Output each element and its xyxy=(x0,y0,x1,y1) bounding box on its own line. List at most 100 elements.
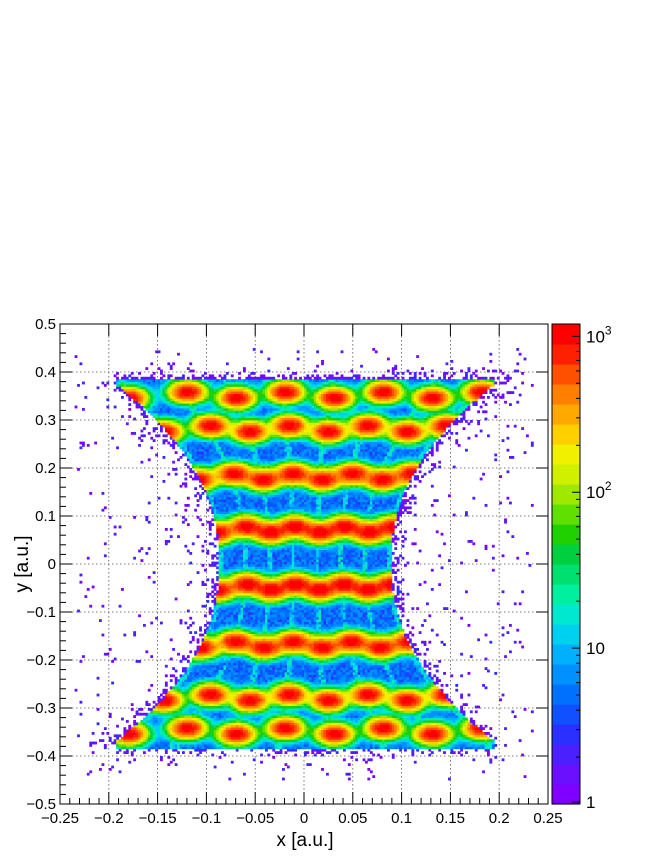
heat-cell xyxy=(362,664,366,668)
heat-cell xyxy=(164,698,168,702)
heat-cell xyxy=(399,679,403,682)
heat-cell xyxy=(365,760,368,764)
heat-cell xyxy=(318,700,322,704)
heat-cell xyxy=(328,676,332,680)
heat-cell xyxy=(306,736,310,740)
heat-cell xyxy=(160,746,163,750)
heat-cell xyxy=(211,734,215,738)
heat-cell xyxy=(384,693,388,697)
heat-cell xyxy=(299,717,302,721)
heat-cell xyxy=(235,696,239,699)
heat-cell xyxy=(79,700,83,704)
heat-cell xyxy=(330,664,334,668)
heat-cell xyxy=(328,657,332,661)
heat-cell xyxy=(250,748,254,752)
heat-cell xyxy=(213,732,217,735)
heat-cell xyxy=(372,722,376,726)
heat-cell xyxy=(277,664,281,668)
heat-cell xyxy=(162,729,166,733)
heat-cell xyxy=(343,720,346,723)
heat-cell xyxy=(362,700,366,704)
heat-cell xyxy=(443,736,446,740)
heat-cell xyxy=(428,691,432,694)
heat-cell xyxy=(430,710,434,714)
heat-cell xyxy=(301,720,305,723)
heat-cell xyxy=(365,746,368,750)
heat-cell xyxy=(262,741,266,745)
heat-cell xyxy=(328,681,332,685)
heat-cell xyxy=(174,734,178,738)
heat-cell xyxy=(291,672,295,675)
heat-cell xyxy=(352,686,356,690)
heat-cell xyxy=(406,698,410,702)
heat-cell xyxy=(394,724,398,728)
heat-cell xyxy=(345,669,349,673)
heat-cell xyxy=(282,741,285,745)
heat-cell xyxy=(460,724,464,728)
heat-cell xyxy=(316,662,320,666)
heat-cell xyxy=(125,736,129,740)
heat-cell xyxy=(418,703,422,706)
heat-cell xyxy=(164,700,168,704)
heat-cell xyxy=(362,736,366,740)
heat-cell xyxy=(262,710,266,714)
heat-cell xyxy=(343,660,346,663)
heat-cell xyxy=(299,734,302,738)
heat-cell xyxy=(394,684,398,687)
heat-cell xyxy=(186,700,190,704)
heat-cell xyxy=(394,734,398,738)
heat-cell xyxy=(191,732,195,735)
heat-cell xyxy=(391,696,395,699)
heat-cell xyxy=(491,741,495,745)
heat-cell xyxy=(435,729,439,733)
heat-cell xyxy=(323,674,327,678)
heat-cell xyxy=(428,741,432,745)
heat-cell xyxy=(411,662,415,666)
heat-cell xyxy=(326,744,329,747)
heat-cell xyxy=(328,669,332,673)
heat-cell xyxy=(179,679,183,682)
heat-cell xyxy=(272,698,276,702)
heat-cell xyxy=(233,676,237,680)
heat-cell xyxy=(435,727,439,730)
heat-cell xyxy=(313,729,317,733)
heat-cell xyxy=(455,684,459,687)
heat-cell xyxy=(274,715,278,718)
heat-cell xyxy=(252,674,256,678)
heat-cell xyxy=(345,660,349,663)
heat-cell xyxy=(335,744,339,747)
heat-cell xyxy=(428,700,432,704)
heat-cell xyxy=(182,705,185,709)
heat-cell xyxy=(230,712,234,716)
heat-cell xyxy=(404,744,407,747)
heat-cell xyxy=(421,684,424,687)
heat-cell xyxy=(274,732,278,735)
heat-cell xyxy=(384,674,388,678)
heat-cell xyxy=(204,720,207,723)
heat-cell xyxy=(401,710,405,714)
heat-cell xyxy=(238,736,241,740)
heat-cell xyxy=(167,705,171,709)
heat-cell xyxy=(208,667,212,670)
heat-cell xyxy=(225,698,229,702)
heat-cell xyxy=(289,744,293,747)
heat-cell xyxy=(179,674,183,678)
heat-cell xyxy=(352,729,356,733)
heat-cell xyxy=(323,662,327,666)
heat-cell xyxy=(452,717,456,721)
heat-cell xyxy=(448,717,451,721)
heat-cell xyxy=(299,705,302,709)
heat-cell xyxy=(311,667,315,670)
heat-cell xyxy=(469,734,473,738)
heat-cell xyxy=(382,664,385,668)
heat-cell xyxy=(201,684,205,687)
heat-cell xyxy=(428,732,432,735)
heat-cell xyxy=(347,705,351,709)
heat-cell xyxy=(164,722,168,726)
heat-cell xyxy=(428,696,432,699)
heat-cell xyxy=(382,700,385,704)
heat-cell xyxy=(352,681,356,685)
heat-cell xyxy=(240,703,244,706)
heat-cell xyxy=(186,691,190,694)
heat-cell xyxy=(257,746,261,750)
